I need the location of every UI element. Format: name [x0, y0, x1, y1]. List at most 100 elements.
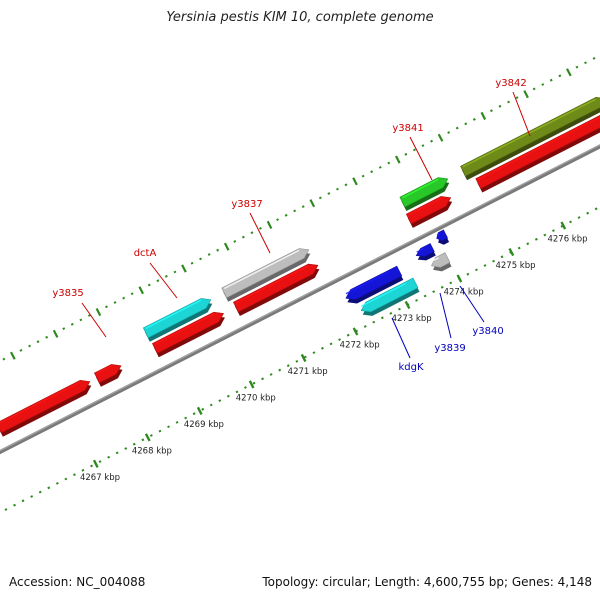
inner-minor-tick [175, 421, 179, 424]
outer-minor-tick [173, 270, 177, 274]
gene-label-y3835[interactable]: y3835 [52, 288, 83, 299]
inner-minor-tick [577, 216, 581, 219]
outer-minor-tick [105, 305, 108, 309]
outer-minor-tick [207, 253, 211, 256]
outer-minor-tick [430, 139, 433, 143]
outer-minor-tick [532, 87, 536, 91]
outer-minor-tick [156, 279, 160, 283]
inner-minor-tick [21, 499, 25, 503]
inner-minor-tick [312, 351, 316, 355]
outer-major-tick [352, 177, 358, 186]
gene-arrow-y3841-highlight [402, 178, 439, 199]
gene-label-kdgK[interactable]: kdgK [398, 362, 423, 373]
outer-major-tick [266, 220, 273, 229]
outer-minor-tick [507, 100, 510, 104]
inner-minor-tick [90, 464, 93, 468]
gene-arrow-blue-small [415, 243, 436, 261]
outer-minor-tick [370, 170, 374, 174]
inner-minor-tick [167, 425, 170, 429]
outer-major-tick [480, 111, 487, 120]
outer-minor-tick [216, 248, 220, 252]
gene-arrow-dctA [142, 298, 213, 342]
inner-minor-tick [4, 508, 8, 511]
inner-minor-tick [389, 312, 393, 315]
inner-minor-tick [38, 490, 42, 494]
kbp-major-tick [300, 353, 307, 363]
outer-minor-tick [472, 117, 476, 121]
outer-major-tick [566, 68, 572, 77]
map-title: Yersinia pestis KIM 10, complete genome [166, 10, 434, 25]
gene-label-dctA[interactable]: dctA [134, 248, 157, 259]
inner-minor-tick [269, 373, 273, 376]
outer-major-tick [95, 308, 102, 317]
outer-minor-tick [284, 213, 288, 217]
gene-arrow-kdgK-body [345, 265, 403, 300]
inner-minor-tick [534, 237, 538, 241]
inner-minor-tick [415, 298, 418, 302]
gene-arrow-y3842 [460, 96, 600, 181]
gene-arrow-y3839-highlight [431, 257, 439, 263]
gene-arrow-red-highlight [477, 116, 600, 180]
outer-major-tick [309, 199, 316, 208]
outer-minor-tick [455, 126, 459, 130]
outer-minor-tick [515, 96, 519, 99]
outer-minor-tick [318, 196, 322, 200]
outer-minor-tick [404, 152, 408, 156]
gene-arrow-red [0, 379, 92, 437]
outer-minor-tick [233, 240, 237, 243]
kbp-major-tick [352, 327, 359, 336]
inner-minor-tick [226, 394, 230, 398]
gene-arrow-red-highlight [408, 197, 442, 216]
outer-minor-tick [276, 218, 279, 222]
inner-minor-tick [286, 364, 290, 368]
kbp-major-tick [560, 221, 567, 230]
outer-minor-tick [361, 174, 365, 178]
gene-arrow-y3837-body [221, 248, 310, 299]
gene-arrow-red-body [405, 196, 452, 225]
kbp-major-tick [456, 274, 463, 283]
outer-minor-tick [592, 57, 596, 60]
inner-minor-tick [141, 438, 145, 442]
gene-arrow-red [232, 263, 320, 316]
inner-minor-tick [184, 416, 188, 420]
gene-label-y3840[interactable]: y3840 [472, 326, 503, 337]
outer-minor-tick [575, 65, 579, 69]
outer-minor-tick [259, 227, 262, 230]
gene-arrow-y3841 [399, 177, 450, 211]
gene-callouts: y3835 dctA y3837 y3841 y3842 kdgK y3839 y3840 [52, 78, 531, 373]
inner-minor-tick [526, 242, 530, 246]
inner-minor-tick [81, 468, 85, 472]
gene-label-y3842[interactable]: y3842 [495, 78, 526, 89]
backbone-highlight [0, 144, 600, 452]
outer-minor-tick [19, 349, 23, 352]
gene-arrow-kdgK-adj-body [360, 277, 419, 313]
kbp-major-tick [248, 380, 255, 389]
inner-minor-tick [466, 272, 470, 276]
inner-minor-tick [115, 451, 119, 455]
inner-minor-tick [98, 460, 102, 463]
gene-label-y3841[interactable]: y3841 [392, 123, 423, 134]
gene-leader-line [391, 317, 411, 359]
outer-minor-tick [336, 187, 339, 191]
inner-minor-tick [569, 220, 572, 224]
outer-minor-tick [250, 231, 254, 235]
outer-minor-tick [28, 344, 31, 348]
inner-minor-tick [363, 325, 367, 328]
kbp-tick-label: 4276 kbp [547, 235, 587, 245]
outer-minor-tick [413, 148, 416, 152]
gene-label-y3837[interactable]: y3837 [231, 199, 262, 210]
inner-minor-tick [475, 268, 478, 272]
inner-minor-tick [594, 207, 598, 211]
inner-minor-tick [209, 403, 213, 407]
inner-minor-tick [295, 360, 299, 363]
outer-minor-tick [113, 301, 117, 304]
kbp-tick-label: 4275 kbp [495, 261, 535, 271]
outer-minor-tick [199, 257, 202, 261]
gene-label-y3839[interactable]: y3839 [434, 343, 465, 354]
inner-minor-tick [244, 386, 247, 389]
gene-arrow-kdgK-highlight [345, 270, 390, 295]
gene-arrow-y3837 [221, 248, 311, 302]
inner-minor-tick [235, 390, 239, 394]
inner-minor-tick [432, 290, 436, 293]
